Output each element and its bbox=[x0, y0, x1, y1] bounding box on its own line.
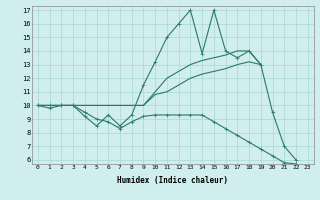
X-axis label: Humidex (Indice chaleur): Humidex (Indice chaleur) bbox=[117, 176, 228, 185]
